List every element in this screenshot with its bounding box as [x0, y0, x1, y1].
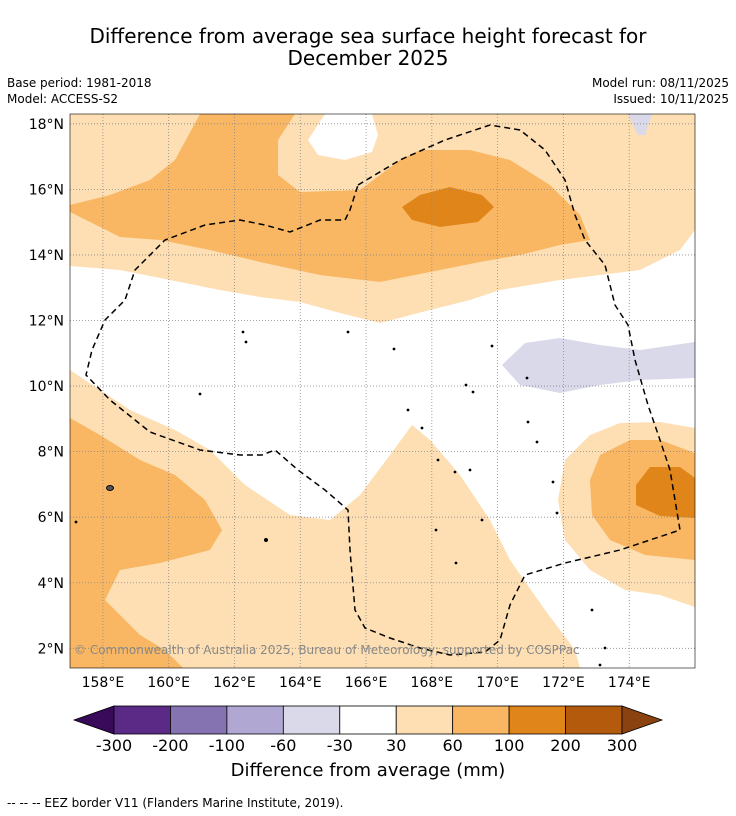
colorbar-tick-labels: -300 -200 -100 -60 -30 30 60 100 200 300	[96, 736, 637, 755]
contour-north-100-200	[402, 187, 494, 227]
lat-tick-label: 10°N	[29, 379, 64, 395]
colorbar-swatch	[226, 705, 284, 735]
lon-tick-label: 166°E	[345, 675, 388, 691]
lat-tick-label: 6°N	[38, 510, 64, 526]
colorbar-swatch	[395, 705, 454, 735]
copyright-text: © Commonwealth of Australia 2025, Bureau…	[74, 643, 580, 657]
lat-tick-label: 8°N	[38, 445, 64, 461]
colorbar-tick-label: 200	[550, 736, 581, 755]
lon-tick-label: 168°E	[411, 675, 454, 691]
lat-tick-label: 14°N	[29, 248, 64, 264]
colorbar-tick-label: 60	[442, 736, 462, 755]
colorbar-swatch	[565, 705, 623, 735]
colorbar-tick-label: -200	[152, 736, 188, 755]
lon-tick-label: 172°E	[542, 675, 585, 691]
lon-tick-label: 164°E	[279, 675, 322, 691]
colorbar-tick-label: 100	[494, 736, 525, 755]
base-period-text: Base period: 1981-2018	[7, 76, 152, 90]
colorbar-tick-label: -100	[209, 736, 245, 755]
lon-tick-label: 174°E	[608, 675, 651, 691]
contour-negative-top	[628, 114, 652, 135]
lon-gridlines	[102, 114, 630, 668]
lat-tick-label: 18°N	[29, 117, 64, 133]
colorbar-swatch	[282, 705, 341, 735]
contour-negative-east	[502, 338, 695, 393]
model-text: Model: ACCESS-S2	[7, 92, 119, 106]
lon-tick-label: 160°E	[147, 675, 190, 691]
meta-right: Model run: 08/11/2025 Issued: 10/11/2025	[592, 75, 729, 107]
issued-text: Issued: 10/11/2025	[613, 92, 729, 106]
contour-north-60-100	[70, 114, 590, 282]
colorbar-title: Difference from average (mm)	[230, 760, 506, 781]
colorbar-tick-label: -300	[96, 736, 132, 755]
contour-east-100-200	[636, 467, 695, 518]
contour-north-hole	[308, 114, 378, 160]
contour-fills	[70, 114, 695, 668]
colorbar-extend-low	[72, 705, 115, 735]
islands	[74, 330, 607, 667]
model-run-text: Model run: 08/11/2025	[591, 76, 729, 90]
contour-southwest-60-100	[70, 418, 222, 668]
map-frame	[69, 113, 696, 669]
contour-southwest-30-60	[70, 370, 580, 668]
colorbar-swatch	[452, 705, 510, 735]
lon-tick-labels: 158°E 160°E 162°E 164°E 166°E 168°E 170°E 172°E…	[82, 675, 651, 691]
colorbar-extend-high	[621, 705, 664, 735]
eez-border	[85, 124, 681, 656]
colorbar-swatch	[113, 705, 171, 735]
lon-tick-label: 162°E	[213, 675, 256, 691]
colorbar-swatch	[339, 705, 397, 735]
lat-gridlines	[70, 123, 695, 649]
lat-tick-label: 12°N	[29, 314, 64, 330]
colorbar-tick-label: -30	[327, 736, 353, 755]
colorbar-swatch	[508, 705, 566, 735]
colorbar	[72, 705, 664, 735]
colorbar-swatch	[170, 705, 228, 735]
colorbar-tick-label: 300	[607, 736, 638, 755]
map-title-line-2: December 2025	[287, 46, 449, 70]
lat-tick-label: 16°N	[29, 182, 64, 198]
colorbar-tick-label: 30	[386, 736, 406, 755]
map-title-line-1: Difference from average sea surface heig…	[89, 24, 647, 48]
lon-tick-label: 170°E	[476, 675, 519, 691]
lat-tick-label: 4°N	[38, 576, 64, 592]
lon-tick-label: 158°E	[82, 675, 125, 691]
lat-tick-labels: 18°N 16°N 14°N 12°N 10°N 8°N 6°N 4°N 2°N	[29, 117, 64, 657]
eez-legend-footer: -- -- -- EEZ border V11 (Flanders Marine…	[7, 796, 344, 810]
meta-left: Base period: 1981-2018 Model: ACCESS-S2	[7, 75, 152, 107]
lat-tick-label: 2°N	[38, 641, 64, 657]
colorbar-tick-label: -60	[270, 736, 296, 755]
